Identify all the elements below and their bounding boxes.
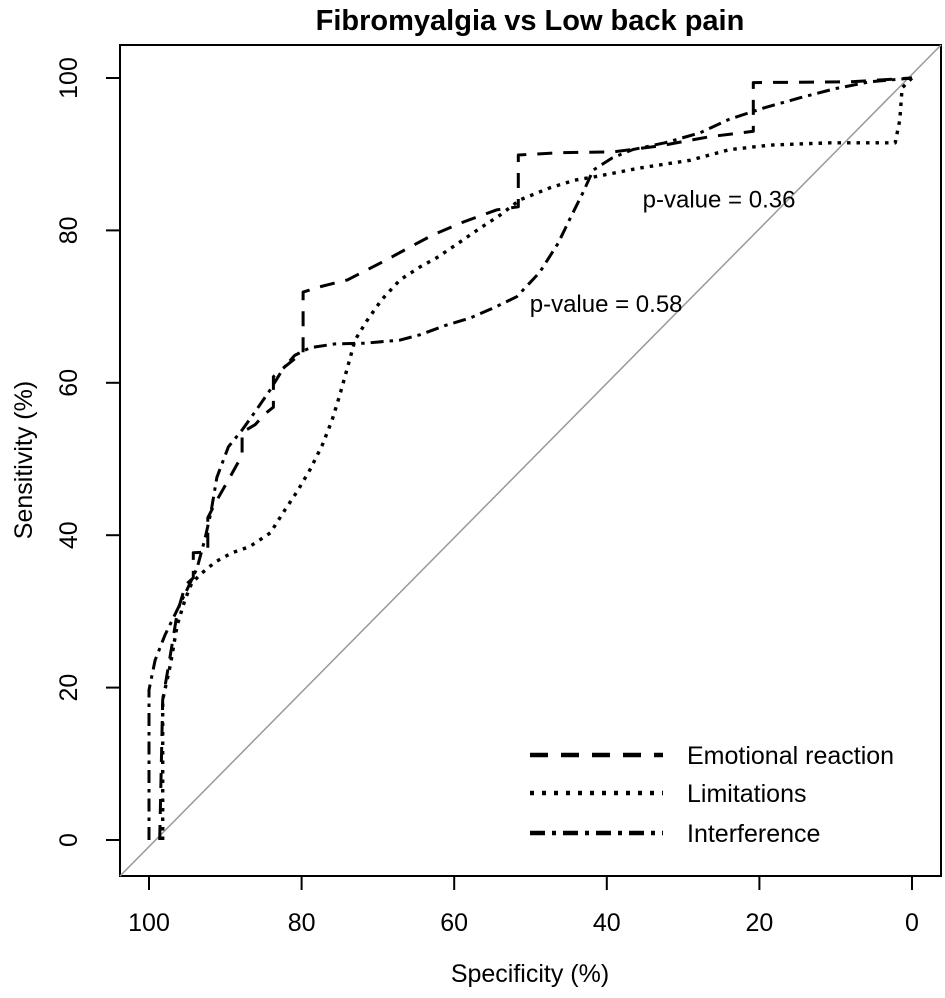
x-tick-label: 100 xyxy=(128,909,170,937)
roc-curve-limitations xyxy=(160,76,914,840)
legend-label: Limitations xyxy=(687,780,807,808)
chart-title: Fibromyalgia vs Low back pain xyxy=(316,5,745,37)
y-tick-label: 80 xyxy=(55,216,83,244)
y-axis-ticks: 0 20 40 60 80 100 xyxy=(55,57,120,847)
legend: Emotional reaction Limitations Interferenc… xyxy=(530,742,894,848)
x-axis-ticks: 100 80 60 40 20 0 xyxy=(128,876,919,937)
p-value-annotations: p-value = 0.36 p-value = 0.58 xyxy=(530,187,796,318)
roc-curve-emotional-reaction xyxy=(158,76,913,841)
legend-item: Interference xyxy=(530,820,820,848)
x-axis-label: Specificity (%) xyxy=(451,960,609,988)
legend-item: Limitations xyxy=(530,780,807,808)
legend-item: Emotional reaction xyxy=(530,742,894,770)
y-tick-label: 40 xyxy=(55,521,83,549)
annotation-text: p-value = 0.58 xyxy=(530,291,683,318)
x-tick-label: 40 xyxy=(593,909,621,937)
y-tick-label: 100 xyxy=(55,57,83,99)
annotation-text: p-value = 0.36 xyxy=(643,187,796,214)
plot-box xyxy=(119,44,942,877)
y-tick-label: 20 xyxy=(55,674,83,702)
x-tick-label: 80 xyxy=(288,909,316,937)
x-tick-label: 20 xyxy=(745,909,773,937)
diagonal-reference-line xyxy=(119,44,942,877)
roc-curves xyxy=(147,76,914,841)
legend-label: Emotional reaction xyxy=(687,742,894,770)
legend-label: Interference xyxy=(687,820,820,848)
y-axis-label: Sensitivity (%) xyxy=(10,381,38,539)
x-tick-label: 60 xyxy=(440,909,468,937)
x-tick-label: 0 xyxy=(905,909,919,937)
roc-curve-interference xyxy=(147,76,913,840)
y-tick-label: 0 xyxy=(55,833,83,847)
y-tick-label: 60 xyxy=(55,369,83,397)
